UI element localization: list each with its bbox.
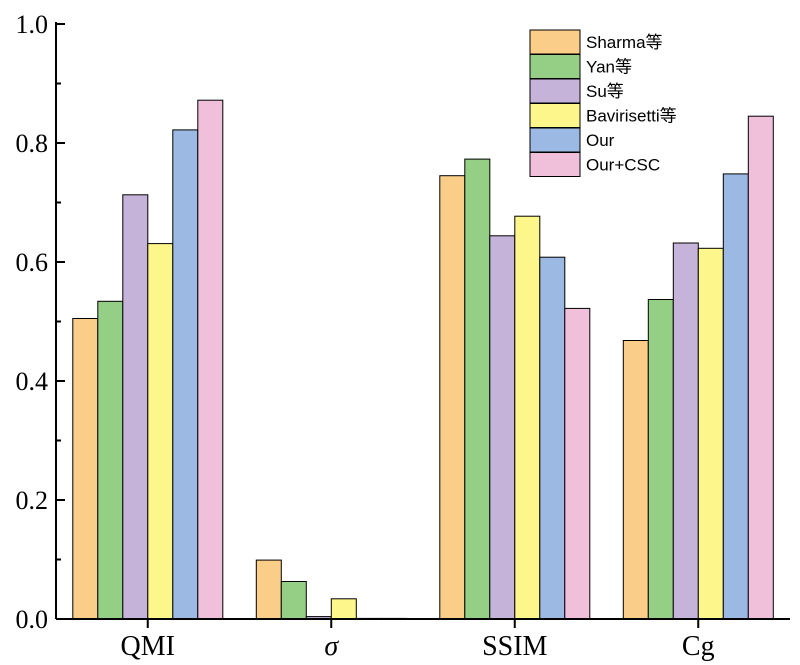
bar-1-6 xyxy=(197,99,224,620)
bar-2-1 xyxy=(255,559,282,620)
y-tick-label: 0.0 xyxy=(16,605,49,634)
y-tick-label: 1.0 xyxy=(16,10,49,39)
legend-label: Our+CSC xyxy=(586,156,660,175)
bar-3-6 xyxy=(564,307,591,620)
axes-layer: 0.0 0.2 0.4 0.6 0.8 1.0 QMI σ SSIM Cg xyxy=(16,10,790,662)
legend-swatch xyxy=(529,103,581,128)
y-tick-label: 0.4 xyxy=(16,367,49,396)
bar-3-1 xyxy=(439,175,466,620)
bar-4-6 xyxy=(747,115,774,620)
legend-swatch xyxy=(529,78,581,104)
bar-4-5 xyxy=(722,173,749,620)
bar-4-1 xyxy=(622,340,649,620)
bar-1-2 xyxy=(97,300,124,620)
legend: Sharma等 Yan等 Su等 Bavirisetti等 Our Our+CSC xyxy=(529,29,677,177)
legend-label: Our xyxy=(586,131,615,150)
bar-2-2 xyxy=(280,581,307,620)
bar-1-5 xyxy=(172,129,199,620)
bar-3-5 xyxy=(539,256,566,620)
legend-label: Bavirisetti等 xyxy=(586,107,677,126)
legend-swatch xyxy=(529,152,581,177)
bar-4-4 xyxy=(697,247,724,620)
bar-1-3 xyxy=(122,194,149,620)
x-tick-label: SSIM xyxy=(482,631,547,662)
legend-label: Yan等 xyxy=(586,58,632,77)
legend-swatch xyxy=(529,127,581,153)
bar-2-4 xyxy=(330,598,357,620)
y-tick-label: 0.2 xyxy=(16,486,49,515)
x-tick-label: σ xyxy=(324,631,339,662)
legend-label: Su等 xyxy=(586,82,624,101)
bar-1-1 xyxy=(72,318,99,620)
legend-label: Sharma等 xyxy=(586,33,663,52)
bar-1-4 xyxy=(147,243,174,620)
bar-3-3 xyxy=(489,235,516,620)
x-tick-label: QMI xyxy=(121,631,175,662)
y-tick-label: 0.6 xyxy=(16,248,49,277)
bars-layer xyxy=(72,99,774,620)
bar-3-4 xyxy=(514,215,541,620)
bar-3-2 xyxy=(464,158,491,620)
x-tick-label: Cg xyxy=(682,631,715,662)
legend-swatch xyxy=(529,29,581,55)
legend-swatch xyxy=(529,54,581,79)
bar-4-2 xyxy=(647,299,674,620)
y-tick-label: 0.8 xyxy=(16,129,49,158)
bar-4-3 xyxy=(672,242,699,620)
